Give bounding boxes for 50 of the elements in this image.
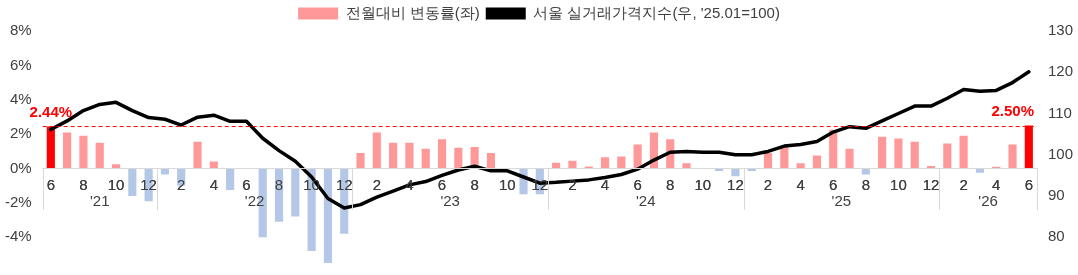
x-tick-label: 4 <box>209 175 218 193</box>
x-tick-label: 2 <box>959 175 968 193</box>
y2-tick-label: 110 <box>1047 103 1072 121</box>
x-tick-label: 8 <box>470 175 479 193</box>
y-tick-label: 8% <box>9 21 32 39</box>
y-tick-label: -2% <box>4 192 32 210</box>
x-tick-label: 12 <box>335 175 353 193</box>
legend-label: 전월대비 변동률(좌) <box>345 3 480 21</box>
x-tick-label: 2 <box>763 175 773 193</box>
annotation: '25 <box>831 191 852 209</box>
y2-tick-label: 90 <box>1047 186 1065 204</box>
x-tick-label: 6 <box>242 175 251 193</box>
x-tick-label: 2 <box>372 175 381 193</box>
x-tick-label: 4 <box>992 175 1001 193</box>
y2-tick-label: 120 <box>1047 62 1073 80</box>
x-tick-label: 12 <box>727 175 744 193</box>
x-tick-label: 8 <box>79 175 88 193</box>
annotation: '26 <box>978 191 998 209</box>
x-tick-label: 6 <box>46 175 55 193</box>
annotation: '24 <box>635 191 656 209</box>
y-tick-label: -4% <box>4 227 32 245</box>
y2-tick-label: 80 <box>1047 227 1065 245</box>
x-tick-label: 12 <box>922 175 940 193</box>
x-tick-label: 4 <box>600 175 610 193</box>
annotation: '21 <box>89 191 110 209</box>
data-label: 2.44% <box>29 103 73 121</box>
x-tick-label: 12 <box>140 175 157 193</box>
x-tick-label: 8 <box>274 175 284 193</box>
x-tick-label: 10 <box>694 175 712 193</box>
x-tick-label: 8 <box>666 175 675 193</box>
x-tick-label: 10 <box>498 175 516 193</box>
y-tick-label: 6% <box>9 55 32 73</box>
x-tick-label: 4 <box>796 175 805 193</box>
y-tick-label: 2% <box>9 124 32 142</box>
y2-tick-label: 100 <box>1047 144 1073 162</box>
x-tick-label: 6 <box>437 175 447 193</box>
y2-tick-label: 130 <box>1047 21 1073 39</box>
x-tick-label: 6 <box>1024 175 1033 193</box>
x-tick-label: 6 <box>633 175 642 193</box>
y-tick-label: 4% <box>9 89 32 107</box>
legend-label: 서울 실거래가격지수(우, '25.01=100) <box>533 3 780 21</box>
x-tick-label: 10 <box>890 175 907 193</box>
y-tick-label: 0% <box>9 158 32 176</box>
x-tick-label: 2 <box>177 175 186 193</box>
data-label: 2.50% <box>991 102 1035 120</box>
annotation: '23 <box>440 191 460 209</box>
x-tick-label: 6 <box>829 175 838 193</box>
x-tick-label: 10 <box>107 175 125 193</box>
x-tick-label: 8 <box>861 175 870 193</box>
annotation: '22 <box>244 191 265 209</box>
